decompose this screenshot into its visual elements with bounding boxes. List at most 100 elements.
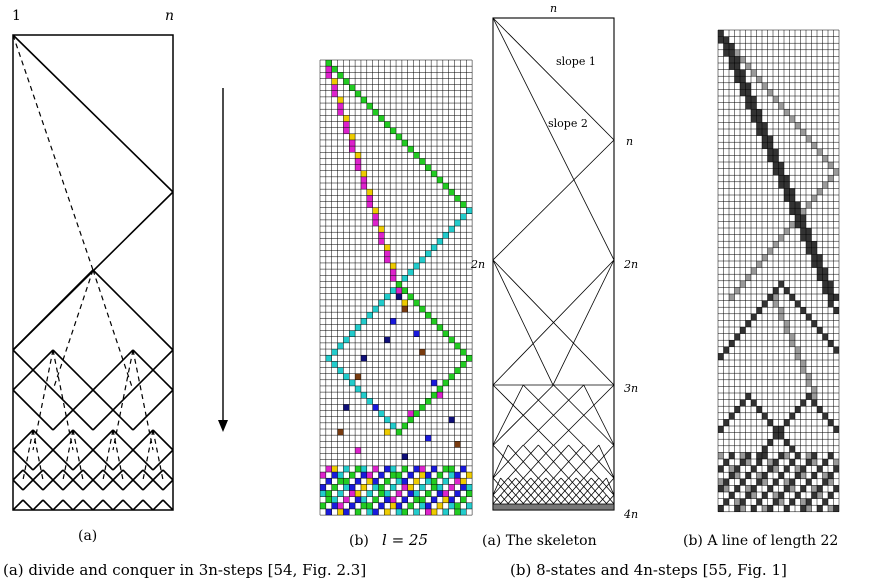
- length-label: l = 25: [382, 531, 428, 549]
- cell: [437, 324, 443, 331]
- cell: [817, 188, 823, 195]
- cell: [811, 393, 817, 400]
- cell: [419, 472, 426, 479]
- cell: [378, 410, 385, 417]
- cell: [745, 274, 751, 281]
- cell: [337, 490, 344, 497]
- cell: [767, 459, 773, 466]
- cell: [425, 472, 432, 479]
- cell: [437, 385, 443, 393]
- cell: [454, 367, 461, 374]
- cell: [756, 498, 762, 506]
- cell: [729, 492, 735, 499]
- cell: [718, 452, 724, 459]
- cell: [413, 262, 420, 270]
- cell: [778, 452, 784, 459]
- line-segment: [52, 499, 64, 511]
- cell: [828, 419, 834, 426]
- label-1: 1: [12, 8, 21, 24]
- cell: [767, 294, 773, 301]
- cell: [745, 459, 751, 466]
- line-segment: [122, 469, 134, 481]
- cell: [745, 102, 751, 110]
- cell: [372, 207, 379, 214]
- cell: [431, 244, 437, 251]
- line-segment: [492, 259, 554, 386]
- cell: [762, 254, 768, 261]
- line-segment: [492, 384, 524, 446]
- cell: [817, 148, 823, 156]
- cell: [751, 96, 757, 103]
- cell: [806, 135, 812, 143]
- line-segment: [605, 494, 615, 505]
- line-segment: [112, 479, 124, 491]
- line-segment: [523, 384, 585, 446]
- line-segment: [530, 494, 539, 505]
- line-segment: [102, 479, 114, 491]
- cell: [355, 373, 361, 380]
- cell: [784, 505, 790, 512]
- cell: [778, 175, 784, 182]
- line-segment: [32, 449, 54, 471]
- cell: [337, 96, 344, 104]
- cell: [806, 452, 812, 459]
- cell: [789, 115, 795, 123]
- cell: [390, 472, 397, 479]
- cell: [425, 312, 432, 319]
- line-segment: [82, 499, 94, 511]
- cell: [773, 426, 779, 433]
- cell: [811, 459, 817, 466]
- line-segment: [92, 389, 134, 431]
- cell: [437, 502, 443, 509]
- cell: [734, 76, 740, 83]
- cell: [789, 445, 795, 453]
- cell: [811, 485, 817, 492]
- line-segment: [515, 477, 532, 496]
- cell: [811, 254, 817, 261]
- cell: [800, 505, 806, 512]
- cell: [740, 82, 746, 90]
- colored-cells: [320, 60, 473, 516]
- cell: [822, 280, 828, 288]
- cell: [407, 484, 414, 491]
- cell: [734, 472, 740, 479]
- line-segment: [537, 494, 547, 505]
- cell: [325, 66, 332, 73]
- line-segment: [142, 499, 154, 511]
- cell: [762, 445, 768, 453]
- cell: [784, 109, 790, 116]
- cell: [378, 299, 385, 306]
- line-segment: [560, 477, 577, 496]
- cell: [762, 472, 768, 479]
- cell: [360, 318, 367, 325]
- subcaption-a: (a): [78, 528, 97, 544]
- line-segment: [32, 479, 44, 491]
- cell: [784, 485, 790, 492]
- cell: [811, 241, 817, 248]
- line-segment: [492, 444, 509, 479]
- slope2-line: [492, 17, 615, 261]
- cell: [331, 84, 338, 91]
- cell: [806, 373, 812, 380]
- line-segment: [42, 499, 54, 511]
- line-segment: [82, 469, 94, 481]
- cell: [778, 162, 784, 169]
- cell: [401, 453, 408, 460]
- cell: [789, 412, 795, 420]
- cell: [767, 155, 773, 162]
- cell: [355, 478, 361, 485]
- cell: [442, 496, 449, 503]
- skeleton-diagram: n slope 1 slope 2 n 2n 2n 3n 4n (a) The …: [470, 2, 638, 549]
- cell: [729, 340, 735, 347]
- line-segment: [52, 479, 64, 491]
- cell: [396, 429, 402, 436]
- cell: [431, 379, 437, 386]
- cell: [460, 213, 467, 220]
- cell: [372, 219, 379, 227]
- cell: [784, 465, 790, 473]
- line-automaton-grid: (b) A line of length 22: [683, 29, 840, 549]
- grid-lines: [319, 59, 473, 516]
- cell: [806, 505, 812, 512]
- cell: [789, 498, 795, 506]
- cell: [756, 459, 762, 466]
